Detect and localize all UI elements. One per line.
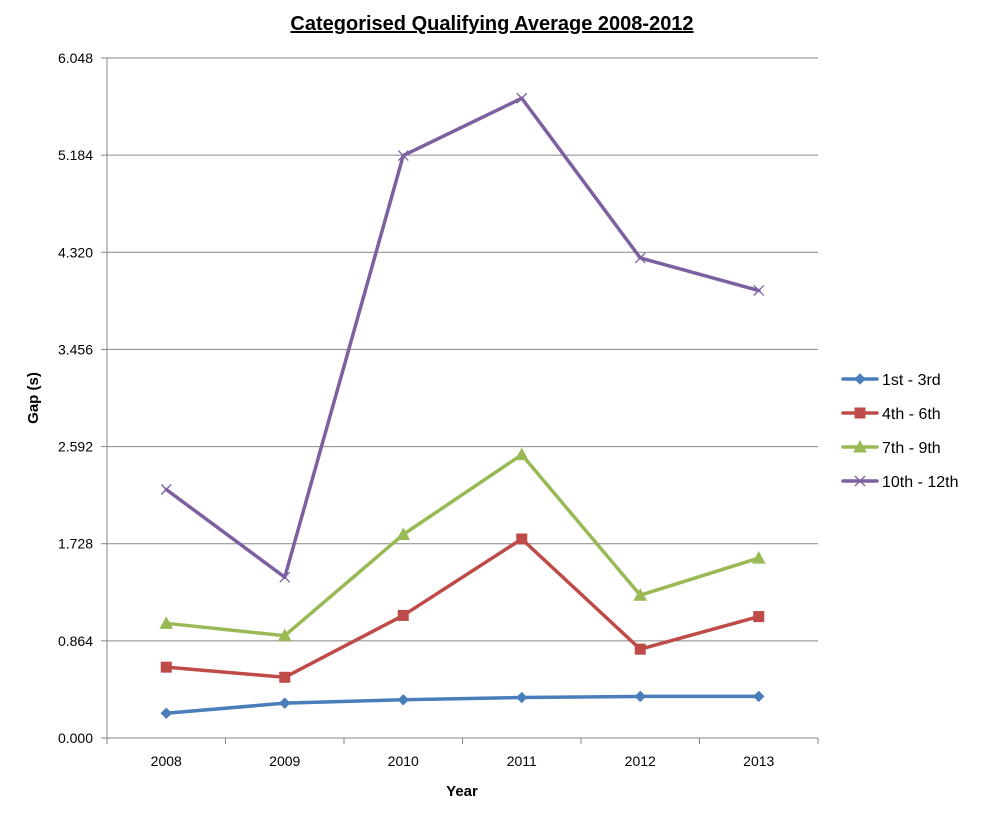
data-point-1-2008 (160, 661, 172, 673)
legend-marker-2 (853, 439, 867, 453)
y-axis-label: Gap (s) (25, 372, 42, 424)
data-point-0-2010 (397, 694, 409, 706)
legend-label-1: 4th - 6th (882, 406, 941, 423)
data-point-3-2009 (279, 571, 291, 583)
series-line-1 (164, 537, 761, 680)
legend-marker-1 (854, 407, 866, 419)
series-line-3 (164, 96, 761, 579)
data-point-1-2011 (516, 533, 528, 545)
y-tick-label-6: 5.184 (58, 147, 93, 163)
legend-label-3: 10th - 12th (882, 474, 959, 491)
gridlines (107, 57, 818, 642)
data-point-0-2008 (160, 707, 172, 719)
legend-label-0: 1st - 3rd (882, 372, 941, 389)
legend: 1st - 3rd 4th - 6th 7th - 9th 10th - 12th (841, 372, 959, 491)
data-point-2-2010 (396, 527, 411, 540)
legend-item-1: 4th - 6th (841, 406, 941, 423)
legend-item-3: 10th - 12th (841, 474, 959, 491)
legend-item-0: 1st - 3rd (841, 372, 941, 389)
data-point-0-2009 (279, 697, 291, 709)
y-tick-label-1: 0.864 (58, 633, 93, 649)
y-tick-label-3: 2.592 (58, 439, 93, 455)
data-point-1-2013 (753, 611, 765, 623)
data-point-3-2013 (753, 285, 765, 296)
y-tick-label-5: 4.320 (58, 244, 93, 260)
legend-item-2: 7th - 9th (841, 439, 941, 457)
y-tick-label-7: 6.048 (58, 50, 93, 66)
data-point-0-2011 (516, 691, 528, 704)
x-tick-label-2012: 2012 (625, 753, 656, 769)
axes: 0.000 0.864 1.728 2.592 3.456 4.320 5.184 6.048… (58, 50, 819, 769)
data-point-3-2008 (160, 484, 172, 495)
series-0 (160, 690, 765, 719)
y-tick-label-2: 1.728 (58, 536, 93, 552)
x-axis-label: Year (446, 783, 478, 800)
legend-label-2: 7th - 9th (882, 440, 941, 457)
data-point-2-2008 (159, 616, 174, 629)
legend-marker-3 (854, 475, 866, 487)
data-point-0-2012 (634, 690, 646, 703)
data-point-1-2009 (279, 671, 291, 683)
data-point-2-2012 (633, 588, 648, 601)
data-point-2-2009 (277, 628, 292, 642)
x-tick-label-2008: 2008 (151, 753, 182, 769)
data-point-3-2012 (634, 252, 646, 264)
data-point-0-2013 (753, 690, 765, 703)
chart-title: Categorised Qualifying Average 2008-2012 (290, 13, 693, 35)
data-point-2-2011 (514, 447, 529, 461)
data-point-1-2010 (397, 609, 409, 621)
y-tick-label-4: 3.456 (58, 341, 93, 357)
data-point-1-2012 (634, 643, 646, 655)
series-2 (159, 447, 766, 642)
series-1 (160, 533, 765, 683)
data-point-3-2010 (397, 150, 409, 162)
y-tick-label-0: 0.000 (58, 730, 93, 746)
series-3 (160, 92, 765, 583)
x-tick-label-2013: 2013 (743, 753, 774, 769)
legend-marker-0 (854, 373, 866, 385)
data-point-3-2011 (516, 92, 528, 104)
x-tick-label-2009: 2009 (269, 753, 300, 769)
x-tick-label-2010: 2010 (388, 753, 419, 769)
series-layer (159, 92, 766, 719)
series-line-2 (164, 452, 761, 638)
series-line-0 (164, 694, 761, 716)
x-tick-label-2011: 2011 (507, 753, 537, 769)
data-point-2-2013 (751, 551, 766, 564)
